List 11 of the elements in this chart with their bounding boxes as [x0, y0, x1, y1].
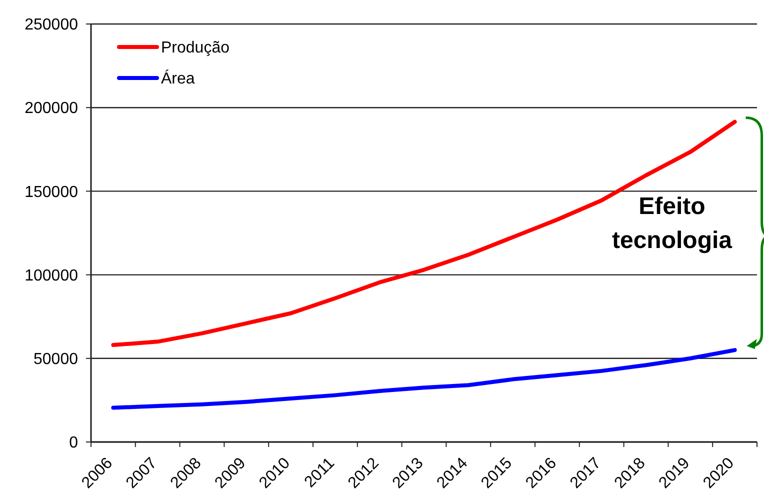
- y-tick-label: 0: [69, 434, 78, 452]
- line-series: [111, 348, 737, 410]
- annotation: Efeito tecnologia: [612, 192, 733, 254]
- y-tick-label: 200000: [24, 100, 78, 118]
- line-series: [111, 120, 737, 348]
- y-tick-label: 100000: [24, 267, 78, 284]
- y-tick-label: 50000: [34, 351, 78, 368]
- y-tick-label: 250000: [24, 16, 78, 34]
- legend-label: Área: [161, 70, 195, 88]
- legend-label: Produção: [161, 40, 230, 57]
- y-tick-label: 150000: [24, 184, 78, 201]
